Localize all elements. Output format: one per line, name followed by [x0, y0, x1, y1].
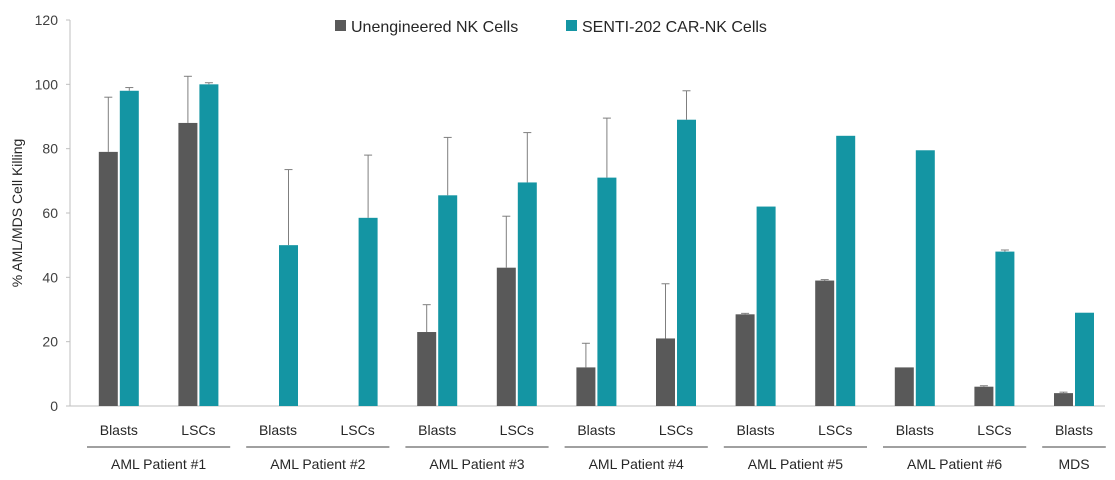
y-tick-label: 0 [50, 398, 58, 414]
bar-senti-202 [915, 150, 935, 406]
legend-label-unengineered: Unengineered NK Cells [351, 19, 518, 36]
bar-senti-202 [1075, 312, 1094, 406]
y-tick-label: 60 [42, 205, 58, 221]
x-category-label: Blasts [577, 422, 615, 438]
legend-swatch-senti-202 [566, 20, 577, 31]
x-group-label: AML Patient #6 [907, 456, 1002, 472]
x-group-label: AML Patient #2 [270, 456, 365, 472]
bar-unengineered [656, 338, 675, 406]
bar-senti-202 [597, 177, 617, 406]
x-category-label: Blasts [1055, 422, 1093, 438]
x-category-label: LSCs [500, 422, 534, 438]
bar-senti-202 [438, 195, 458, 406]
x-category-label: LSCs [818, 422, 852, 438]
chart-labels: 0 20 40 60 80 100 120 Blasts LSCs Blasts LSCs Blast… [35, 12, 1093, 472]
bar-senti-202 [119, 90, 139, 407]
x-group-label: MDS [1058, 456, 1089, 472]
x-category-label: LSCs [977, 422, 1011, 438]
y-tick-label: 40 [42, 269, 58, 285]
chart-legend: Unengineered NK Cells SENTI-202 CAR-NK C… [335, 19, 767, 36]
bar-unengineered [1054, 393, 1073, 406]
y-tick-label: 100 [35, 76, 59, 92]
bar-senti-202 [199, 84, 219, 406]
bar-unengineered [894, 367, 914, 406]
x-category-label: LSCs [181, 422, 215, 438]
bar-senti-202 [756, 206, 776, 406]
y-axis-title: % AML/MDS Cell Killing [9, 139, 25, 288]
bar-unengineered [576, 367, 596, 406]
x-category-label: Blasts [100, 422, 138, 438]
y-tick-label: 120 [35, 12, 59, 28]
bar-senti-202 [836, 135, 856, 407]
x-category-label: Blasts [896, 422, 934, 438]
x-group-label: AML Patient #3 [429, 456, 524, 472]
bar-unengineered [735, 314, 755, 406]
bar-senti-202 [677, 119, 696, 406]
x-category-label: Blasts [418, 422, 456, 438]
x-category-label: Blasts [259, 422, 297, 438]
bar-unengineered [98, 151, 118, 406]
bar-senti-202 [279, 245, 298, 406]
bar-unengineered [496, 267, 516, 406]
legend-label-senti-202: SENTI-202 CAR-NK Cells [582, 19, 767, 36]
bar-unengineered [178, 122, 198, 406]
bar-unengineered [974, 386, 994, 406]
y-tick-label: 20 [42, 334, 58, 350]
bar-senti-202 [995, 251, 1015, 406]
y-tick-label: 80 [42, 141, 58, 157]
bar-unengineered [417, 332, 437, 406]
bar-senti-202 [358, 217, 378, 406]
x-category-label: LSCs [340, 422, 374, 438]
chart-bars [98, 75, 1094, 407]
legend-swatch-unengineered [335, 20, 346, 31]
bar-senti-202 [517, 182, 537, 406]
x-category-label: Blasts [737, 422, 775, 438]
x-group-label: AML Patient #4 [589, 456, 684, 472]
x-category-label: LSCs [659, 422, 693, 438]
x-group-label: AML Patient #1 [111, 456, 206, 472]
x-group-label: AML Patient #5 [748, 456, 843, 472]
bar-unengineered [815, 280, 835, 406]
